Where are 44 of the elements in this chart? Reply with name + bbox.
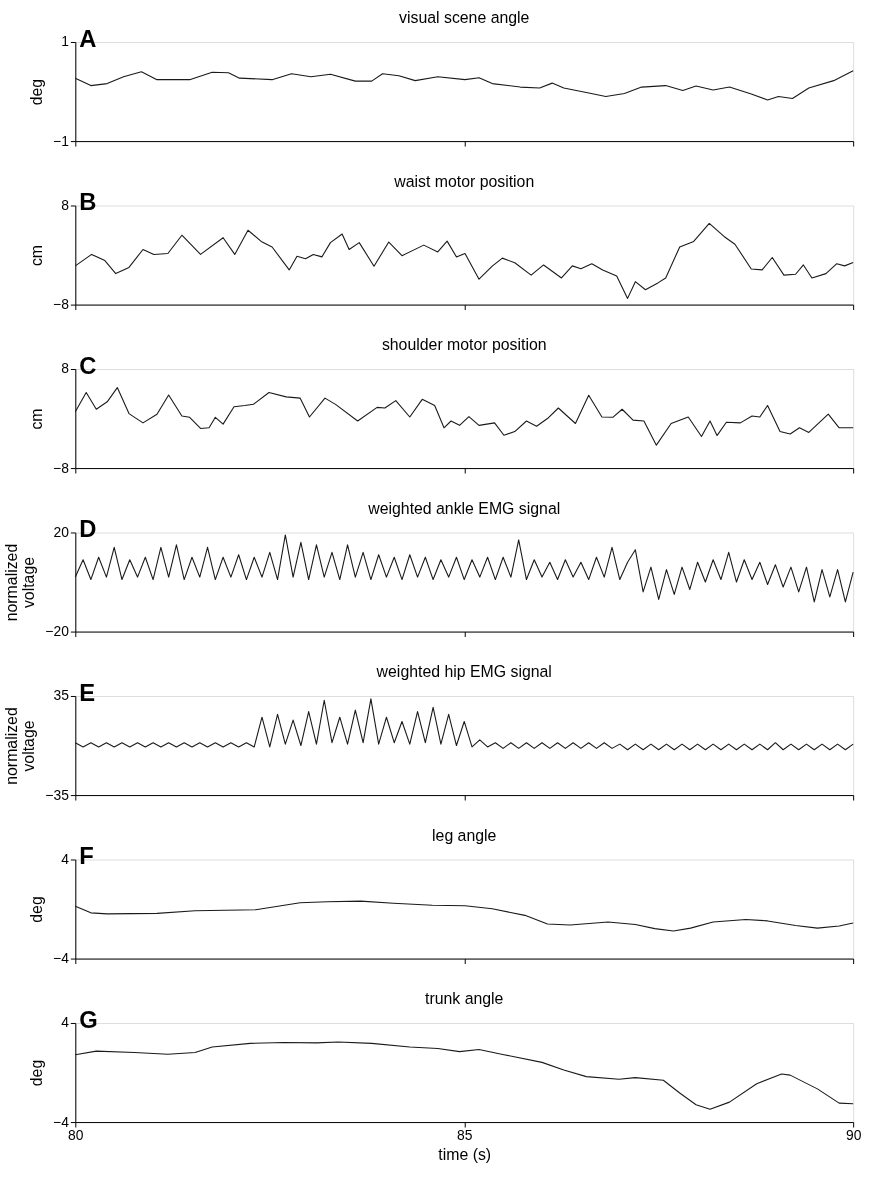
line-series [74,70,854,101]
y-axis-title: deg [28,78,46,106]
y-axis-title: normalized voltage [2,707,38,785]
y-tick-label: −20 [45,623,70,640]
annotation: B [79,188,97,216]
y-tick-label: 4 [61,1014,70,1031]
annotation: D [79,515,97,543]
y-tick-label: −1 [53,132,70,149]
y-axis-title: deg [28,1059,46,1087]
chart-title: trunk angle [425,990,504,1008]
annotation: A [79,24,97,52]
x-axis-title: time (s) [438,1146,492,1164]
y-axis-title: deg [28,896,46,923]
chart-title: weighted ankle EMG signal [367,499,561,517]
annotation: G [79,1005,98,1033]
y-tick-label: 20 [53,523,70,540]
annotation: C [79,351,97,379]
y-axis-title: cm [28,244,46,267]
y-axis-title: normalized voltage [2,543,38,622]
line-series [74,900,854,932]
chart-title: shoulder motor position [381,336,547,354]
y-tick-label: −4 [53,950,70,967]
y-tick-label: −8 [53,296,70,313]
annotation: F [79,842,94,870]
line-series [74,387,854,446]
x-tick-label: 90 [845,1127,862,1144]
y-tick-label: 8 [61,360,70,377]
x-tick-label: 80 [68,1127,84,1144]
y-tick-label: −35 [45,786,70,803]
chart-title: weighted hip EMG signal [375,663,552,681]
y-tick-label: 1 [61,33,70,50]
y-tick-label: −8 [53,459,70,476]
chart-title: waist motor position [393,172,535,190]
line-series [74,1041,854,1110]
y-tick-label: 8 [61,196,70,213]
x-tick-label: 85 [457,1127,473,1144]
y-tick-label: 35 [53,687,70,704]
annotation: E [79,678,96,706]
chart-title: visual scene angle [399,9,530,27]
y-tick-label: −4 [53,1113,70,1130]
y-axis-title: cm [28,408,46,430]
line-series [74,222,854,299]
chart-title: leg angle [432,826,497,844]
y-tick-label: 4 [61,850,70,867]
